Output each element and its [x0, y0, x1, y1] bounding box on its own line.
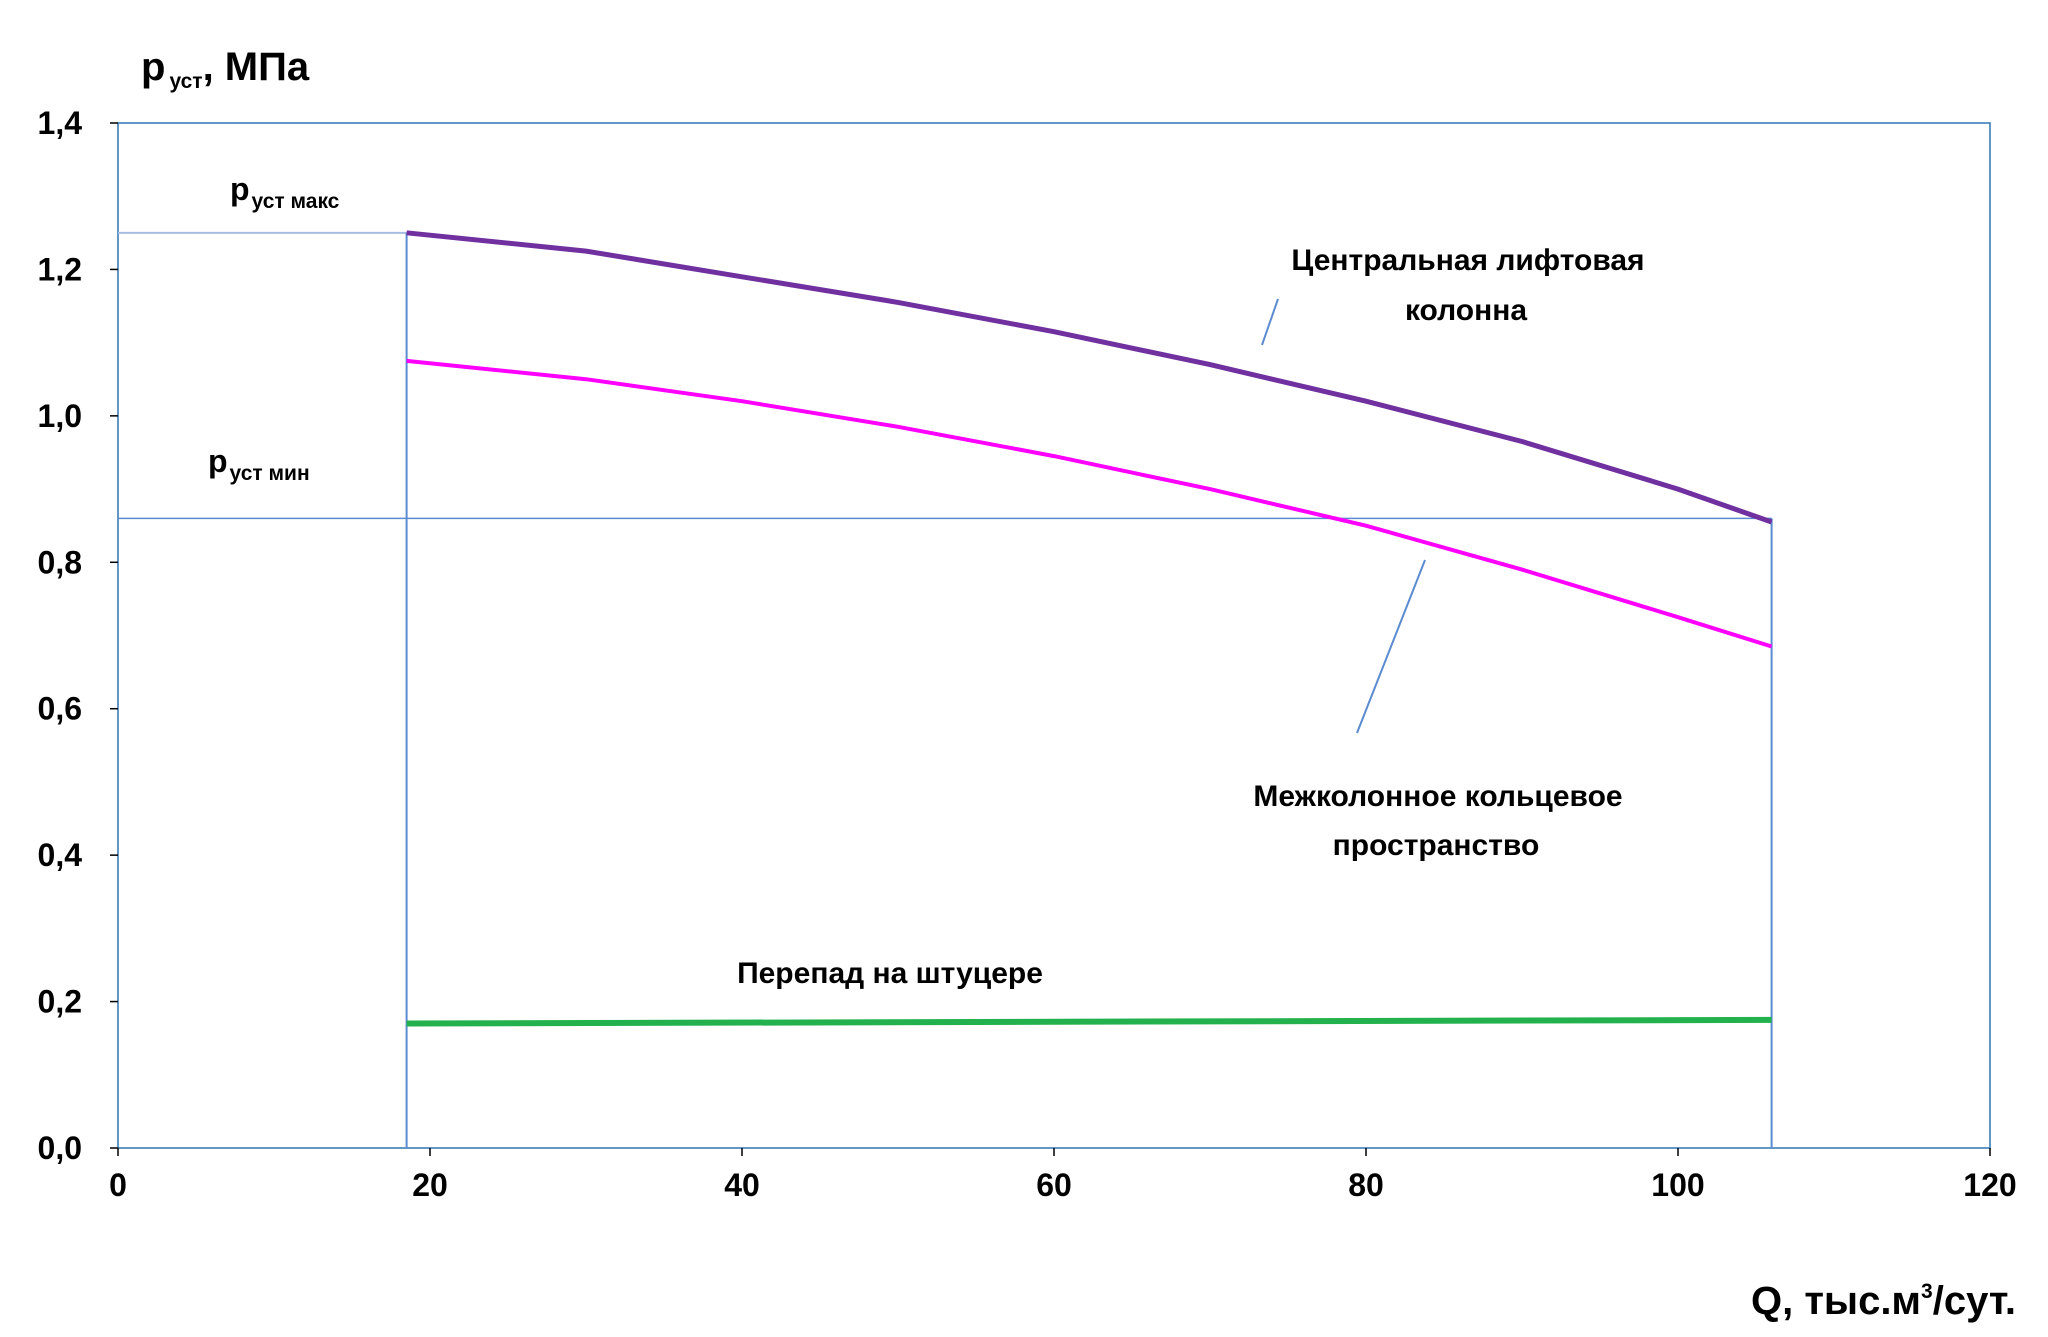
leader-line-annulus	[1356, 559, 1426, 734]
series-label-central-line1: Центральная лифтовая	[1291, 244, 1644, 277]
series-line-central-lift-column	[406, 230, 1773, 525]
x-tick-label: 40	[724, 1167, 760, 1203]
y-tick-label: 1,2	[38, 251, 82, 287]
y-tick-label: 1,0	[38, 398, 82, 434]
series-line-annulus	[406, 358, 1773, 649]
series-line-choke-drop	[406, 1016, 1772, 1027]
y-axis-title: p уст, МПа	[141, 45, 310, 93]
x-axis-ticks: 0 20 40 60 80 100 120	[109, 1148, 2017, 1203]
p-min-label: pуст мин	[208, 443, 310, 485]
series-label-annulus-line2: пространство	[1333, 829, 1540, 862]
x-tick-label: 20	[412, 1167, 448, 1203]
plot-area	[117, 122, 1991, 1149]
y-axis-ticks: 0,0 0,2 0,4 0,6 0,8 1,0 1,2 1,4	[38, 105, 118, 1166]
leader-line-central	[1261, 298, 1279, 346]
x-tick-label: 80	[1348, 1167, 1384, 1203]
x-tick-label: 120	[1963, 1167, 2016, 1203]
y-tick-label: 0,4	[38, 837, 83, 873]
y-tick-label: 0,8	[38, 544, 82, 580]
y-tick-label: 1,4	[38, 105, 83, 141]
p-max-label: pуст макс	[230, 171, 340, 213]
y-tick-label: 0,6	[38, 691, 82, 727]
x-axis-title: Q, тыс.м3/сут.	[1751, 1279, 2016, 1323]
y-tick-label: 0,2	[38, 984, 82, 1020]
y-tick-label: 0,0	[38, 1130, 82, 1166]
x-tick-label: 60	[1036, 1167, 1072, 1203]
series-label-choke-drop: Перепад на штуцере	[737, 957, 1043, 990]
x-tick-label: 0	[109, 1167, 127, 1203]
series-label-annulus-line1: Межколонное кольцевое	[1253, 780, 1622, 813]
x-tick-label: 100	[1651, 1167, 1704, 1203]
series-label-central-line2: колонна	[1405, 294, 1527, 327]
